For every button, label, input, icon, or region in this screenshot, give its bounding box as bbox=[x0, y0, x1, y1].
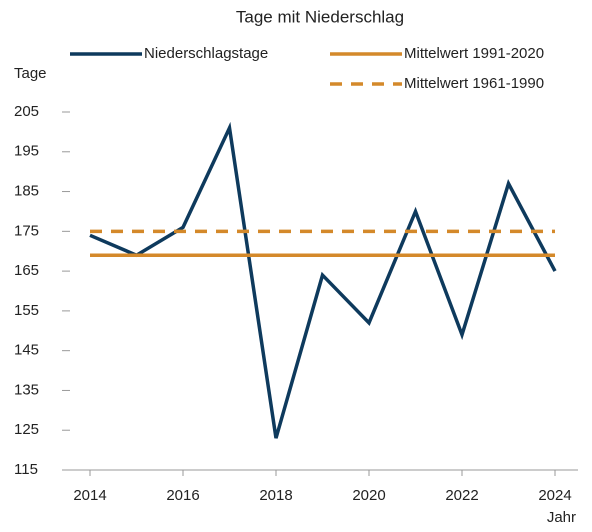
y-tick-label: 145 bbox=[14, 342, 39, 359]
y-tick-label: 185 bbox=[14, 183, 39, 200]
y-tick-label: 175 bbox=[14, 222, 39, 239]
y-tick-label: 125 bbox=[14, 421, 39, 438]
y-tick-label: 205 bbox=[14, 103, 39, 120]
y-axis-label: Tage bbox=[14, 65, 47, 82]
x-axis-label: Jahr bbox=[547, 509, 576, 526]
legend-label: Mittelwert 1961-1990 bbox=[404, 75, 544, 92]
y-tick-label: 195 bbox=[14, 143, 39, 160]
y-tick-label: 115 bbox=[14, 461, 38, 478]
x-tick-label: 2022 bbox=[445, 487, 478, 504]
x-tick-label: 2018 bbox=[259, 487, 292, 504]
line-series bbox=[89, 121, 557, 439]
x-tick-label: 2016 bbox=[166, 487, 199, 504]
y-tick-label: 155 bbox=[14, 302, 39, 319]
x-tick-label: 2020 bbox=[352, 487, 385, 504]
x-tick-label: 2014 bbox=[73, 487, 106, 504]
legend-label: Mittelwert 1991-2020 bbox=[404, 45, 544, 62]
y-tick-label: 165 bbox=[14, 262, 39, 279]
chart-title: Tage mit Niederschlag bbox=[236, 7, 404, 26]
y-tick-label: 135 bbox=[14, 381, 39, 398]
x-tick-label: 2024 bbox=[538, 487, 571, 504]
legend-label: Niederschlagstage bbox=[144, 45, 268, 62]
